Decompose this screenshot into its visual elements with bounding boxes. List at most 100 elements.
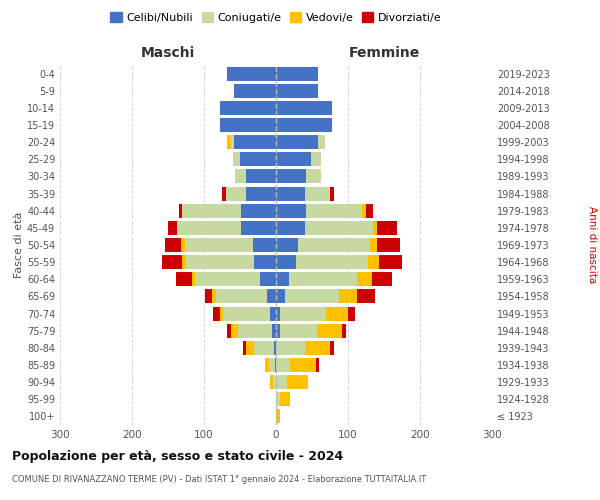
Bar	[377, 238, 400, 252]
Bar	[162, 255, 182, 269]
Bar	[276, 358, 290, 372]
Bar	[276, 324, 280, 338]
Bar	[372, 272, 392, 286]
Bar	[186, 255, 254, 269]
Bar	[276, 118, 332, 132]
Bar	[280, 306, 326, 320]
Bar	[192, 272, 196, 286]
Bar	[223, 306, 270, 320]
Bar	[311, 152, 322, 166]
Bar	[276, 306, 280, 320]
Bar	[377, 221, 397, 235]
Bar	[241, 204, 276, 218]
Bar	[317, 324, 342, 338]
Text: Femmine: Femmine	[349, 46, 419, 60]
Bar	[273, 375, 276, 389]
Bar	[276, 375, 287, 389]
Bar	[240, 152, 276, 166]
Bar	[290, 358, 316, 372]
Bar	[287, 375, 308, 389]
Bar	[168, 221, 176, 235]
Bar	[243, 341, 247, 355]
Bar	[274, 341, 276, 355]
Bar	[270, 306, 276, 320]
Y-axis label: Fasce di età: Fasce di età	[14, 212, 24, 278]
Bar	[284, 290, 338, 304]
Legend: Celibi/Nubili, Coniugati/e, Vedovi/e, Divorziati/e: Celibi/Nubili, Coniugati/e, Vedovi/e, Di…	[106, 8, 446, 28]
Bar	[356, 290, 374, 304]
Bar	[185, 238, 253, 252]
Bar	[330, 186, 334, 200]
Bar	[306, 170, 320, 183]
Bar	[165, 238, 181, 252]
Bar	[305, 221, 373, 235]
Bar	[330, 341, 334, 355]
Bar	[196, 272, 260, 286]
Bar	[296, 255, 368, 269]
Bar	[379, 255, 402, 269]
Bar	[276, 204, 306, 218]
Bar	[276, 290, 284, 304]
Bar	[338, 290, 356, 304]
Bar	[233, 152, 240, 166]
Bar	[348, 306, 355, 320]
Bar	[342, 324, 346, 338]
Bar	[260, 272, 276, 286]
Bar	[289, 272, 358, 286]
Bar	[222, 186, 226, 200]
Bar	[212, 306, 220, 320]
Bar	[268, 290, 276, 304]
Bar	[276, 341, 305, 355]
Bar	[227, 66, 276, 80]
Bar	[234, 135, 276, 149]
Bar	[269, 375, 273, 389]
Bar	[254, 341, 274, 355]
Bar	[176, 221, 241, 235]
Bar	[253, 238, 276, 252]
Bar	[280, 392, 290, 406]
Bar	[276, 66, 318, 80]
Bar	[276, 170, 306, 183]
Bar	[227, 135, 230, 149]
Bar	[276, 101, 332, 115]
Bar	[276, 152, 311, 166]
Bar	[275, 358, 276, 372]
Bar	[368, 255, 379, 269]
Bar	[179, 204, 182, 218]
Bar	[176, 272, 192, 286]
Bar	[276, 255, 296, 269]
Bar	[316, 358, 319, 372]
Bar	[220, 118, 276, 132]
Bar	[276, 221, 305, 235]
Bar	[326, 306, 348, 320]
Bar	[305, 186, 330, 200]
Bar	[276, 392, 280, 406]
Bar	[280, 324, 317, 338]
Bar	[230, 135, 234, 149]
Bar	[276, 186, 305, 200]
Bar	[318, 135, 325, 149]
Bar	[366, 204, 373, 218]
Bar	[182, 204, 241, 218]
Bar	[226, 186, 246, 200]
Bar	[276, 272, 289, 286]
Bar	[358, 272, 372, 286]
Bar	[276, 410, 280, 424]
Bar	[220, 101, 276, 115]
Bar	[362, 204, 366, 218]
Bar	[238, 324, 272, 338]
Bar	[276, 84, 318, 98]
Bar	[212, 290, 215, 304]
Bar	[205, 290, 212, 304]
Bar	[182, 255, 186, 269]
Bar	[298, 238, 370, 252]
Bar	[276, 135, 318, 149]
Text: COMUNE DI RIVANAZZANO TERME (PV) - Dati ISTAT 1° gennaio 2024 - Elaborazione TUT: COMUNE DI RIVANAZZANO TERME (PV) - Dati …	[12, 475, 426, 484]
Bar	[246, 170, 276, 183]
Bar	[276, 238, 298, 252]
Bar	[215, 290, 268, 304]
Bar	[246, 186, 276, 200]
Bar	[230, 324, 238, 338]
Bar	[265, 358, 269, 372]
Bar	[269, 358, 275, 372]
